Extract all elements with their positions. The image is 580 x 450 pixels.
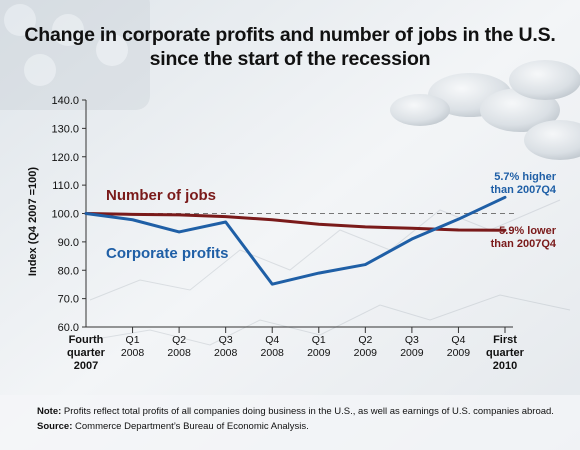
x-tick-label: Q1 <box>126 334 140 346</box>
x-tick-label: Q2 <box>358 334 372 346</box>
x-tick-label: 2009 <box>447 347 471 359</box>
profits-end-annotation: 5.7% higher <box>494 171 556 183</box>
x-tick-labels: Fourthquarter2007Q12008Q22008Q32008Q4200… <box>67 327 525 372</box>
x-tick-label: 2007 <box>74 360 98 372</box>
chart-title-line-2: since the start of the recession <box>149 48 431 70</box>
note-line: Note: Profits reflect total profits of a… <box>37 406 554 417</box>
x-tick-label: Q4 <box>451 334 465 346</box>
x-tick-label: Q3 <box>405 334 419 346</box>
x-tick-label: Q1 <box>312 334 326 346</box>
source-line: Source: Commerce Department’s Bureau of … <box>37 421 309 432</box>
y-tick-label: 60.0 <box>58 322 79 334</box>
y-tick-label: 130.0 <box>51 123 79 135</box>
source-label: Source: <box>37 421 73 432</box>
profits-line <box>84 195 507 286</box>
x-tick-label: 2010 <box>493 360 517 372</box>
x-tick-label: 2009 <box>400 347 424 359</box>
x-tick-label: Fourth <box>69 334 104 346</box>
y-axis-label: Index (Q4 2007 =100) <box>27 167 39 276</box>
y-tick-label: 110.0 <box>52 180 79 192</box>
note-text: Profits reflect total profits of all com… <box>61 406 554 417</box>
y-tick-label: 120.0 <box>51 152 79 164</box>
x-tick-label: Q2 <box>172 334 186 346</box>
x-tick-label: 2009 <box>307 347 331 359</box>
x-tick-label: quarter <box>486 347 525 359</box>
x-tick-label: quarter <box>67 347 106 359</box>
x-tick-label: 2008 <box>214 347 238 359</box>
x-tick-label: Q3 <box>219 334 233 346</box>
x-tick-label: 2008 <box>167 347 191 359</box>
jobs-end-annotation: than 2007Q4 <box>491 238 557 250</box>
y-tick-label: 140.0 <box>51 95 79 107</box>
series-group <box>84 195 507 286</box>
jobs-end-annotation: 5.9% lower <box>499 225 557 237</box>
y-tick-labels: 60.0 70.0 80.0 90.0 100.0 110.0 120.0 130.0 140.… <box>51 95 86 334</box>
y-tick-label: 80.0 <box>58 265 79 277</box>
x-tick-label: 2009 <box>354 347 378 359</box>
x-tick-label: 2008 <box>261 347 285 359</box>
source-text: Commerce Department’s Bureau of Economic… <box>72 421 309 432</box>
series-labels: Number of jobs Corporate profits 5.7% high… <box>106 171 557 262</box>
x-tick-label: First <box>493 334 517 346</box>
x-tick-label: 2008 <box>121 347 145 359</box>
x-tick-label: Q4 <box>265 334 279 346</box>
y-tick-label: 100.0 <box>51 209 79 221</box>
y-tick-label: 90.0 <box>58 237 79 249</box>
y-tick-label: 70.0 <box>58 294 79 306</box>
chart-title-line-1: Change in corporate profits and number o… <box>24 24 556 46</box>
profits-series-label: Corporate profits <box>106 245 229 262</box>
jobs-series-label: Number of jobs <box>106 187 216 204</box>
profits-end-annotation: than 2007Q4 <box>491 184 557 196</box>
note-label: Note: <box>37 406 62 417</box>
